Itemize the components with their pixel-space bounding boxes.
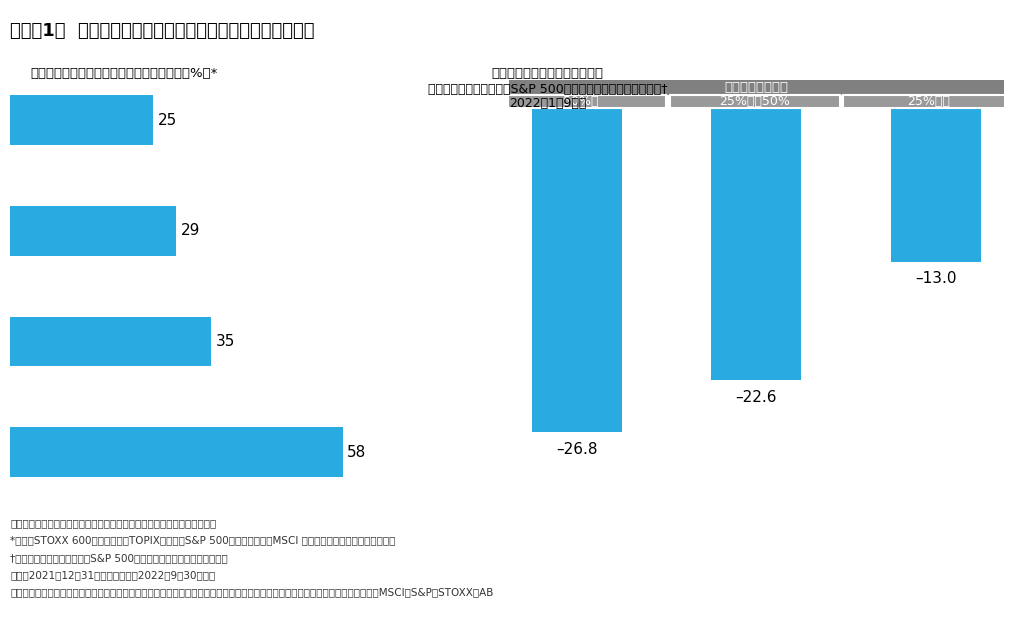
Text: 29: 29 xyxy=(181,223,201,238)
Text: 25: 25 xyxy=(158,113,177,128)
Text: 主要株式指数の構成企業の国外売上高比率（%）*: 主要株式指数の構成企業の国外売上高比率（%）* xyxy=(31,67,218,80)
Text: 35: 35 xyxy=(215,334,234,349)
Bar xyxy=(891,101,981,261)
Text: 海外売上高比率別に見たS&P 500指数構成企業の平均リターン†: 海外売上高比率別に見たS&P 500指数構成企業の平均リターン† xyxy=(428,83,668,95)
Text: 過去の実績や分析は将来の成果等を示唆・保証するものではありません。: 過去の実績や分析は将来の成果等を示唆・保証するものではありません。 xyxy=(10,518,216,529)
Text: 米国外売上高比率: 米国外売上高比率 xyxy=(724,81,788,94)
Text: 左図は2021年12月31日現在、右図は2022年9月30日現在: 左図は2021年12月31日現在、右図は2022年9月30日現在 xyxy=(10,570,215,580)
Text: –26.8: –26.8 xyxy=(556,442,597,457)
FancyBboxPatch shape xyxy=(844,95,1014,108)
Text: *欧州はSTOXX 600指数、日本はTOPIX、米国はS&P 500指数、新興国はMSCI エマージング・マーケット指数。: *欧州はSTOXX 600指数、日本はTOPIX、米国はS&P 500指数、新興… xyxy=(10,536,395,546)
Bar xyxy=(10,317,211,366)
Text: –22.6: –22.6 xyxy=(735,390,777,405)
Text: 海外売上が米企業に与えた影響: 海外売上が米企業に与えた影響 xyxy=(492,67,604,80)
Bar xyxy=(531,101,622,432)
Text: 58: 58 xyxy=(347,445,367,460)
FancyBboxPatch shape xyxy=(670,95,840,108)
Bar xyxy=(10,427,343,477)
Bar xyxy=(10,206,176,256)
FancyBboxPatch shape xyxy=(496,95,666,108)
Text: 【図表1】  売上高の地域性が投資リターンに影響を与え得る: 【図表1】 売上高の地域性が投資リターンに影響を与え得る xyxy=(10,22,314,40)
Text: 出所：ゴールドマン・サックス・グローバル・インベストメント・リサーチ、東京証券取引所、ファクトセット、ブルームバーグ、MSCI、S&P、STOXX、AB: 出所：ゴールドマン・サックス・グローバル・インベストメント・リサーチ、東京証券取… xyxy=(10,587,494,597)
Bar xyxy=(10,95,154,145)
Bar xyxy=(712,101,802,380)
Text: 25%以下: 25%以下 xyxy=(907,95,950,108)
Text: †国外売上高比率で分類したS&P 500指数構成銘柄の均等加重リターン: †国外売上高比率で分類したS&P 500指数構成銘柄の均等加重リターン xyxy=(10,553,228,563)
Text: 2022年1－9月期: 2022年1－9月期 xyxy=(509,97,587,110)
Text: –13.0: –13.0 xyxy=(915,272,956,286)
FancyBboxPatch shape xyxy=(496,80,1017,95)
Text: 25%超～50%: 25%超～50% xyxy=(719,95,791,108)
Text: 50%超: 50%超 xyxy=(563,95,599,108)
